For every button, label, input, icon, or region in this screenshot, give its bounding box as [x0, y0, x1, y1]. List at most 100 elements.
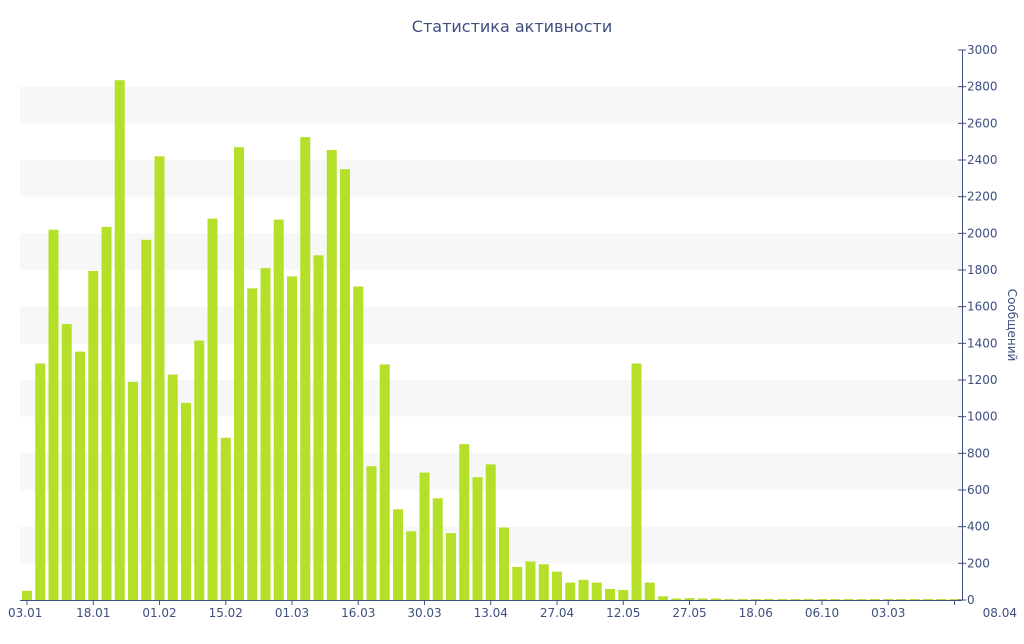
grid-band	[20, 306, 962, 344]
bar	[750, 599, 761, 600]
x-tick-label: 27.05	[672, 606, 706, 620]
bar	[234, 147, 244, 601]
x-tick-label: 01.02	[142, 606, 176, 620]
bar	[711, 598, 721, 600]
bar	[552, 571, 562, 600]
y-tick-label: 2400	[967, 153, 998, 167]
bar	[909, 599, 920, 600]
bar	[326, 149, 337, 601]
bar	[856, 599, 867, 600]
bar	[300, 137, 311, 600]
bar	[803, 599, 814, 600]
bar	[843, 599, 854, 600]
x-tick-label: 03.03	[871, 606, 905, 620]
x-tick-label: 13.04	[474, 606, 508, 620]
y-tick-label: 3000	[967, 43, 998, 57]
y-tick-label: 800	[967, 446, 990, 460]
bar	[366, 466, 377, 600]
x-tick-label: 18.01	[76, 606, 110, 620]
bar	[578, 579, 589, 600]
bar	[207, 218, 218, 601]
bar	[565, 582, 576, 600]
bar	[485, 464, 496, 600]
bar	[512, 567, 523, 600]
x-tick-label: 27.04	[540, 606, 574, 620]
x-tick-label: 03.01	[8, 606, 42, 620]
x-tick-label: 15.02	[209, 606, 243, 620]
bar	[764, 599, 774, 600]
bar	[128, 381, 138, 600]
bar	[724, 599, 735, 600]
axes-group: 0 200 400 600 800 1000 1200 1400 1600 1800 2000 220…	[8, 43, 1017, 620]
y-tick-label: 1400	[967, 336, 998, 350]
bar	[923, 599, 933, 600]
x-tick-label: 16.03	[341, 606, 375, 620]
bar	[141, 239, 152, 600]
grid-band	[20, 86, 962, 124]
bar	[936, 599, 947, 600]
bar	[591, 582, 602, 600]
bar	[896, 599, 907, 600]
bar	[737, 599, 748, 600]
bar	[22, 590, 32, 600]
y-tick-label: 2000	[967, 226, 998, 240]
y-tick-label: 600	[967, 483, 990, 497]
grid-band	[20, 233, 962, 270]
y-tick-label: 1600	[967, 300, 998, 314]
bar	[658, 596, 668, 600]
y-tick-label: 2200	[967, 190, 998, 204]
bar	[313, 255, 324, 600]
x-tick-label: 12.05	[606, 606, 640, 620]
bar	[538, 564, 549, 600]
bar	[61, 324, 72, 600]
x-tick-label: 06.10	[805, 606, 839, 620]
y-tick-label: 1800	[967, 263, 998, 277]
bar	[273, 219, 284, 600]
bar	[472, 477, 483, 600]
bar	[260, 268, 271, 600]
bar	[167, 374, 178, 600]
bar	[114, 80, 125, 600]
grid-bands	[20, 86, 962, 564]
bar	[671, 598, 682, 600]
bar	[287, 276, 297, 600]
bar	[790, 599, 801, 600]
bar	[419, 472, 430, 600]
y-tick-label: 1200	[967, 373, 998, 387]
y-tick-label: 2600	[967, 116, 998, 130]
bar	[101, 226, 112, 601]
bar	[393, 509, 403, 600]
bar	[446, 533, 456, 600]
bar	[406, 531, 417, 600]
bar	[817, 599, 827, 600]
bar	[432, 498, 443, 600]
bar	[181, 402, 191, 600]
bar	[870, 599, 880, 600]
bar	[499, 527, 509, 600]
bar	[379, 364, 390, 600]
bar	[697, 598, 708, 600]
x-tick-label: 30.03	[407, 606, 441, 620]
bar	[220, 437, 231, 600]
bar	[631, 363, 642, 600]
y-tick-label: 2800	[967, 80, 998, 94]
bar	[618, 589, 629, 600]
bar	[684, 598, 695, 600]
bar	[194, 340, 205, 600]
bar	[644, 582, 655, 600]
x-tick-label: 08.04	[983, 606, 1017, 620]
y-tick-label: 400	[967, 520, 990, 534]
y-tick-label: 200	[967, 556, 990, 570]
bar	[75, 351, 85, 600]
bar	[525, 561, 536, 600]
bar	[154, 156, 165, 600]
y-tick-label: 0	[967, 593, 975, 607]
chart-title: Статистика активности	[412, 17, 612, 36]
bar	[48, 229, 59, 601]
grid-band	[20, 160, 962, 197]
bar	[777, 599, 788, 600]
bar	[830, 599, 841, 600]
bars-group	[22, 80, 960, 601]
y-axis-label: Сообщений	[1005, 289, 1019, 362]
